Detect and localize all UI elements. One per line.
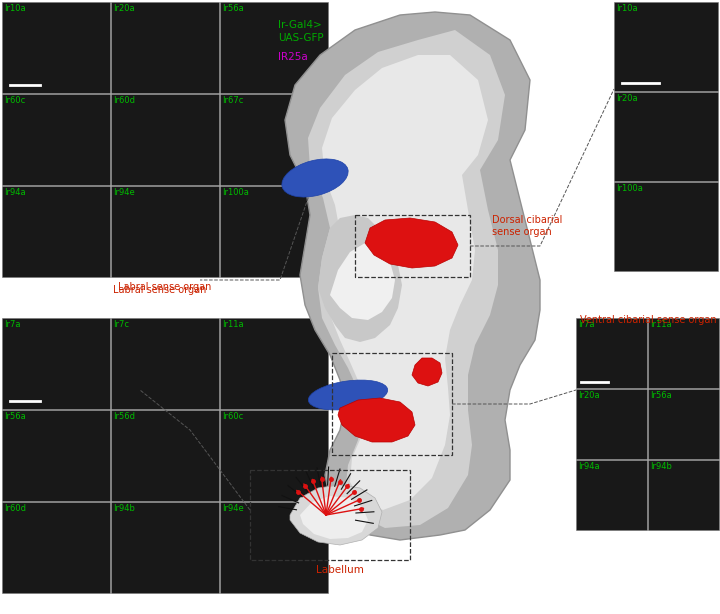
Text: Ir20a: Ir20a [616, 94, 638, 103]
Bar [2, 410, 110, 501]
Polygon shape [365, 218, 458, 268]
Text: Ir60d: Ir60d [113, 96, 135, 105]
Text: Ir20a: Ir20a [578, 391, 600, 400]
Bar [2, 502, 110, 593]
Text: Ir100a: Ir100a [222, 188, 249, 197]
Text: UAS-GFP: UAS-GFP [278, 33, 323, 43]
Bar [220, 186, 328, 277]
Bar [355, 215, 470, 277]
Polygon shape [412, 358, 442, 386]
Bar [111, 186, 219, 277]
Bar [111, 318, 219, 409]
Text: Ir94b: Ir94b [113, 504, 135, 513]
Text: Ir7c: Ir7c [113, 320, 129, 329]
Bar [2, 2, 110, 93]
Bar [2, 318, 110, 409]
Text: Ir7a: Ir7a [4, 320, 20, 329]
Text: Ir10a: Ir10a [4, 4, 26, 13]
Text: Ir60c: Ir60c [222, 412, 243, 421]
Polygon shape [318, 215, 402, 342]
Polygon shape [308, 30, 505, 528]
Text: Labral sense organ: Labral sense organ [118, 282, 212, 292]
Bar [332, 353, 452, 455]
Polygon shape [290, 485, 382, 545]
Bar [250, 470, 410, 560]
Bar [2, 94, 110, 185]
Text: Ir94b: Ir94b [650, 462, 672, 471]
Bar [648, 460, 719, 530]
Text: Ir67c: Ir67c [222, 96, 243, 105]
Bar [220, 94, 328, 185]
Ellipse shape [282, 159, 348, 197]
Text: Ir94e: Ir94e [222, 504, 244, 513]
Text: Ir11a: Ir11a [650, 320, 672, 329]
Bar [648, 389, 719, 459]
Text: Ir56a: Ir56a [222, 4, 244, 13]
Text: Ir100a: Ir100a [616, 184, 643, 193]
Text: Ir7a: Ir7a [578, 320, 595, 329]
Text: Dorsal cibarial
sense organ: Dorsal cibarial sense organ [492, 215, 562, 236]
Text: Ir-Gal4>: Ir-Gal4> [278, 20, 322, 30]
Bar [614, 182, 718, 271]
Text: Ir20a: Ir20a [113, 4, 135, 13]
Bar [111, 502, 219, 593]
Text: Ir94e: Ir94e [113, 188, 135, 197]
Bar [220, 410, 328, 501]
Text: Ir11a: Ir11a [222, 320, 243, 329]
Text: Ir94a: Ir94a [578, 462, 600, 471]
Bar [614, 2, 718, 91]
Bar [220, 318, 328, 409]
Bar [576, 389, 647, 459]
Text: Ventral cibarial sense organ: Ventral cibarial sense organ [580, 315, 716, 325]
Text: Labral sense organ: Labral sense organ [113, 285, 207, 295]
Ellipse shape [308, 380, 387, 410]
Polygon shape [322, 55, 488, 510]
Bar [111, 410, 219, 501]
Text: Labellum: Labellum [316, 565, 364, 575]
Bar [614, 92, 718, 181]
Bar [648, 318, 719, 388]
Text: Ir60d: Ir60d [4, 504, 26, 513]
Bar [2, 186, 110, 277]
Text: Ir56d: Ir56d [113, 412, 135, 421]
Polygon shape [300, 496, 368, 539]
Polygon shape [285, 12, 540, 540]
Polygon shape [330, 243, 395, 320]
Bar [576, 460, 647, 530]
Text: Ir94a: Ir94a [4, 188, 26, 197]
Bar [220, 502, 328, 593]
Polygon shape [338, 398, 415, 442]
Bar [220, 2, 328, 93]
Bar [576, 318, 647, 388]
Bar [111, 2, 219, 93]
Text: IR25a: IR25a [278, 52, 307, 62]
Text: Ir56a: Ir56a [650, 391, 672, 400]
Text: Ir60c: Ir60c [4, 96, 25, 105]
Text: Ir56a: Ir56a [4, 412, 26, 421]
Text: Ir10a: Ir10a [616, 4, 638, 13]
Bar [111, 94, 219, 185]
